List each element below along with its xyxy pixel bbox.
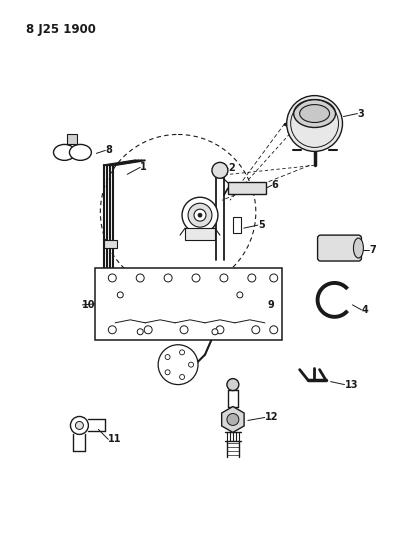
Circle shape <box>76 422 84 430</box>
Circle shape <box>144 326 152 334</box>
Circle shape <box>212 163 228 179</box>
Circle shape <box>136 274 144 282</box>
Circle shape <box>287 95 343 151</box>
Circle shape <box>100 134 256 290</box>
Circle shape <box>216 326 224 334</box>
Circle shape <box>270 326 278 334</box>
Circle shape <box>270 274 278 282</box>
Circle shape <box>237 292 243 298</box>
Text: 9: 9 <box>268 300 275 310</box>
FancyBboxPatch shape <box>318 235 361 261</box>
Circle shape <box>179 350 185 355</box>
Ellipse shape <box>353 238 363 258</box>
Circle shape <box>194 209 206 221</box>
Bar <box>185 228 215 240</box>
Circle shape <box>108 274 116 282</box>
Text: 8 J25 1900: 8 J25 1900 <box>25 23 96 36</box>
Circle shape <box>188 203 212 227</box>
Text: 1: 1 <box>140 163 147 172</box>
Ellipse shape <box>70 144 92 160</box>
Text: 3: 3 <box>357 109 364 118</box>
Circle shape <box>189 362 193 367</box>
Bar <box>104 240 117 248</box>
Bar <box>96 268 282 340</box>
Text: 13: 13 <box>345 379 358 390</box>
Bar <box>228 182 266 194</box>
Text: 4: 4 <box>361 305 368 315</box>
Text: 2: 2 <box>228 163 235 173</box>
Ellipse shape <box>300 104 330 123</box>
Ellipse shape <box>53 144 76 160</box>
Text: 12: 12 <box>265 413 278 423</box>
Circle shape <box>165 370 170 375</box>
Text: 11: 11 <box>108 434 122 445</box>
Circle shape <box>248 274 256 282</box>
Circle shape <box>220 274 228 282</box>
Circle shape <box>179 375 185 379</box>
Text: 10: 10 <box>82 300 96 310</box>
Circle shape <box>165 354 170 360</box>
Circle shape <box>158 345 198 385</box>
Text: 5: 5 <box>258 220 265 230</box>
Circle shape <box>182 197 218 233</box>
Ellipse shape <box>294 100 336 127</box>
Circle shape <box>252 326 260 334</box>
Polygon shape <box>222 407 244 432</box>
Circle shape <box>227 414 239 425</box>
Circle shape <box>164 274 172 282</box>
Text: 6: 6 <box>272 180 279 190</box>
Text: 8: 8 <box>105 146 112 156</box>
Circle shape <box>192 274 200 282</box>
Circle shape <box>70 416 88 434</box>
Circle shape <box>180 326 188 334</box>
Circle shape <box>137 329 143 335</box>
Circle shape <box>227 378 239 391</box>
Circle shape <box>117 292 123 298</box>
Circle shape <box>108 326 116 334</box>
Text: 7: 7 <box>369 245 376 255</box>
Circle shape <box>198 213 202 217</box>
Bar <box>67 134 78 144</box>
Bar <box>233 217 241 233</box>
Circle shape <box>212 329 218 335</box>
